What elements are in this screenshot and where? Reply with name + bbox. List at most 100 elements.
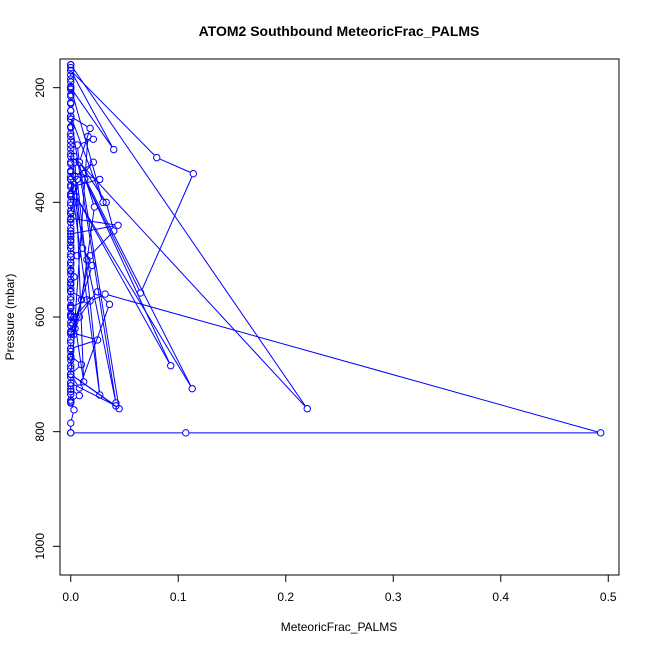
x-tick-label: 0.5 bbox=[600, 590, 617, 604]
data-point bbox=[75, 158, 84, 166]
data-point bbox=[67, 241, 75, 250]
data-point bbox=[67, 210, 75, 218]
data-point bbox=[303, 405, 311, 413]
data-point bbox=[67, 224, 75, 232]
data-point bbox=[67, 145, 75, 153]
data-point bbox=[88, 261, 96, 270]
data-point bbox=[67, 276, 75, 284]
series-segment bbox=[70, 182, 78, 211]
series-segment bbox=[72, 67, 306, 407]
series-segment bbox=[159, 158, 191, 173]
data-point bbox=[99, 198, 107, 207]
data-point bbox=[67, 419, 75, 427]
data-point bbox=[75, 384, 84, 392]
data-point bbox=[79, 169, 88, 178]
data-point bbox=[67, 313, 75, 321]
data-point bbox=[67, 115, 75, 123]
series-segment bbox=[73, 366, 80, 373]
chart-title: ATOM2 Southbound MeteoricFrac_PALMS bbox=[199, 23, 480, 39]
series-segment bbox=[71, 413, 74, 420]
data-point bbox=[67, 233, 75, 241]
series-segment bbox=[77, 148, 80, 159]
data-point bbox=[67, 370, 75, 379]
data-point bbox=[67, 330, 75, 338]
data-point bbox=[67, 215, 75, 224]
series-segment bbox=[71, 165, 75, 177]
data-point bbox=[67, 261, 75, 270]
series-segment bbox=[72, 257, 76, 261]
data-point bbox=[67, 112, 75, 121]
series-segment bbox=[71, 90, 103, 200]
data-point bbox=[67, 356, 75, 364]
series-segment bbox=[70, 182, 100, 392]
data-point bbox=[67, 230, 75, 238]
data-point bbox=[188, 384, 196, 393]
data-point bbox=[67, 250, 75, 258]
data-point bbox=[67, 253, 75, 261]
data-point bbox=[114, 221, 122, 229]
series-segment bbox=[77, 199, 191, 386]
series-segment bbox=[87, 262, 116, 400]
series-segment bbox=[73, 384, 114, 405]
y-tick-label: 800 bbox=[33, 421, 47, 441]
data-point bbox=[597, 429, 605, 437]
data-point bbox=[67, 379, 75, 387]
series-segment bbox=[72, 72, 155, 156]
data-point bbox=[101, 290, 109, 298]
data-point bbox=[72, 313, 80, 321]
data-point bbox=[81, 175, 89, 184]
data-point bbox=[167, 362, 175, 370]
series-3 bbox=[67, 61, 311, 413]
data-point bbox=[89, 135, 98, 143]
series-layer bbox=[67, 61, 605, 437]
data-point bbox=[67, 106, 75, 115]
series-segment bbox=[73, 340, 95, 348]
data-point bbox=[67, 399, 75, 407]
data-point bbox=[182, 429, 190, 437]
data-point bbox=[115, 405, 123, 413]
data-point bbox=[73, 141, 81, 149]
data-point bbox=[67, 287, 75, 295]
data-point bbox=[70, 330, 78, 338]
data-point bbox=[67, 284, 75, 293]
y-tick-label: 400 bbox=[33, 192, 47, 212]
series-segment bbox=[79, 131, 90, 160]
data-point bbox=[77, 296, 86, 304]
data-point bbox=[89, 158, 98, 166]
data-point bbox=[67, 267, 75, 275]
data-point bbox=[67, 301, 75, 310]
data-point bbox=[67, 158, 75, 166]
data-point bbox=[75, 313, 84, 321]
series-segment bbox=[74, 165, 85, 379]
series-segment bbox=[73, 320, 84, 379]
data-point bbox=[70, 313, 78, 321]
data-point bbox=[67, 390, 75, 399]
data-point bbox=[71, 324, 79, 333]
data-point bbox=[67, 258, 75, 267]
data-point bbox=[153, 153, 161, 162]
data-point bbox=[67, 137, 75, 145]
series-segment bbox=[141, 176, 193, 290]
x-tick-label: 0.0 bbox=[62, 590, 79, 604]
y-tick-label: 200 bbox=[33, 77, 47, 97]
data-point bbox=[67, 172, 75, 181]
data-point bbox=[67, 124, 75, 132]
series-segment bbox=[79, 165, 120, 406]
series-segment bbox=[73, 357, 80, 363]
series-4 bbox=[67, 112, 123, 413]
data-point bbox=[67, 152, 75, 161]
data-point bbox=[67, 218, 75, 227]
data-point bbox=[67, 296, 75, 304]
series-segment bbox=[70, 320, 77, 371]
x-tick-label: 0.2 bbox=[277, 590, 294, 604]
series-2 bbox=[67, 132, 605, 437]
data-point bbox=[67, 278, 75, 287]
data-point bbox=[67, 382, 75, 390]
series-segment bbox=[76, 293, 96, 315]
data-point bbox=[67, 244, 75, 252]
data-point bbox=[67, 293, 75, 301]
data-point bbox=[67, 66, 75, 75]
data-point bbox=[86, 124, 94, 133]
data-point bbox=[189, 169, 198, 178]
